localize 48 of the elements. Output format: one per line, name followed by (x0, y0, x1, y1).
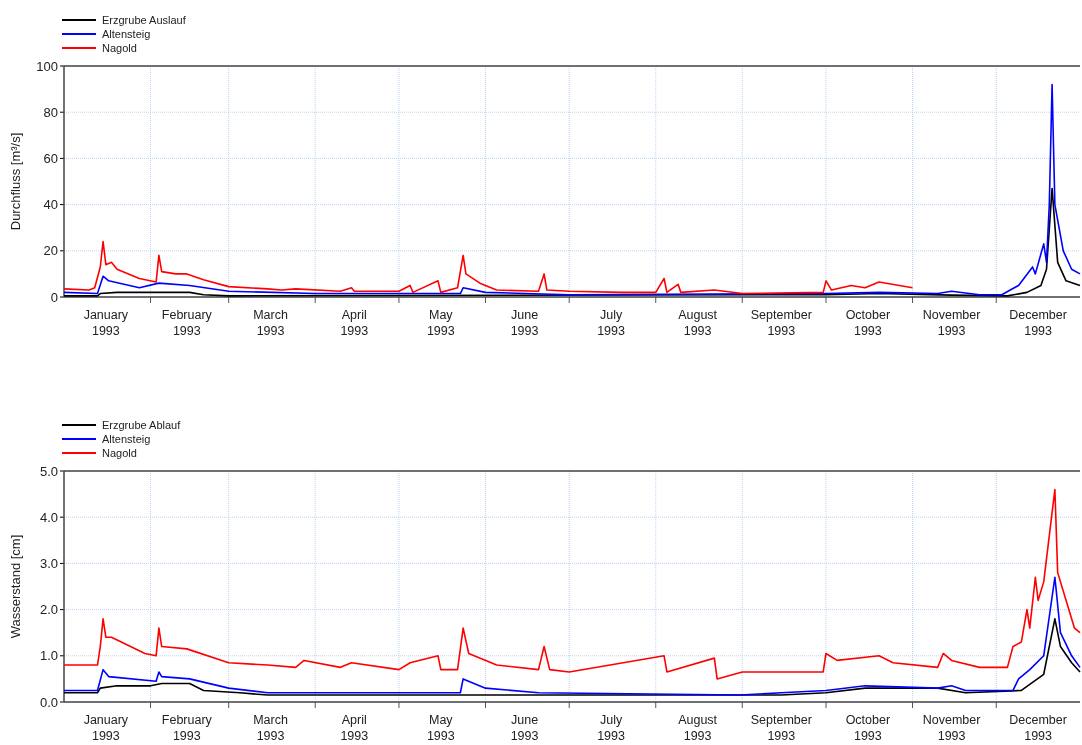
y-tick-label: 2.0 (39, 602, 58, 618)
x-tick-label: April 1993 (340, 308, 369, 338)
legend-label: Altensteig (102, 432, 151, 445)
x-tick-label: July 1993 (597, 308, 626, 338)
x-tick-label: July 1993 (597, 713, 626, 743)
x-tick-label: November 1993 (922, 713, 981, 743)
x-tick-label: April 1993 (340, 713, 369, 743)
x-tick-label: October 1993 (845, 308, 891, 338)
x-tick-label: March 1993 (253, 308, 288, 338)
x-tick-label: January 1993 (83, 308, 129, 338)
y-tick-label: 80 (43, 104, 58, 120)
y-tick-label: 0 (50, 289, 58, 305)
x-tick-label: May 1993 (426, 713, 455, 743)
legend-label: Altensteig (102, 27, 151, 40)
line-series (63, 488, 1081, 680)
y-tick-label: 100 (36, 58, 58, 74)
y-tick-label: 60 (43, 150, 58, 166)
x-tick-label: December 1993 (1009, 713, 1067, 743)
y-tick-label: 5.0 (39, 463, 58, 479)
x-tick-label: September 1993 (750, 308, 812, 338)
y-tick-label: 4.0 (39, 509, 58, 525)
x-tick-label: August 1993 (678, 308, 718, 338)
x-tick-label: June 1993 (510, 713, 539, 743)
x-tick-label: February 1993 (161, 308, 213, 338)
line-series (63, 240, 914, 295)
x-tick-label: March 1993 (253, 713, 288, 743)
x-tick-label: November 1993 (922, 308, 981, 338)
legend-label: Erzgrube Ablauf (102, 418, 182, 431)
line-series (63, 576, 1081, 696)
x-tick-label: January 1993 (83, 713, 129, 743)
x-tick-label: September 1993 (750, 713, 812, 743)
legend-label: Erzgrube Auslauf (102, 13, 187, 26)
x-tick-label: June 1993 (510, 308, 539, 338)
y-tick-label: 40 (43, 197, 58, 213)
y-tick-label: 20 (43, 243, 58, 259)
x-tick-label: October 1993 (845, 713, 891, 743)
y-tick-label: 3.0 (39, 555, 58, 571)
y-axis-title: Wasserstand [cm] (8, 534, 23, 639)
y-axis-title: Durchfluss [m³/s] (8, 132, 23, 231)
legend-label: Nagold (102, 446, 137, 459)
legend-label: Nagold (102, 41, 137, 54)
y-tick-label: 0.0 (39, 694, 58, 710)
x-tick-label: August 1993 (678, 713, 718, 743)
x-tick-label: December 1993 (1009, 308, 1067, 338)
x-tick-label: May 1993 (426, 308, 455, 338)
y-tick-label: 1.0 (39, 648, 58, 664)
line-series (63, 618, 1081, 696)
x-tick-label: February 1993 (161, 713, 213, 743)
